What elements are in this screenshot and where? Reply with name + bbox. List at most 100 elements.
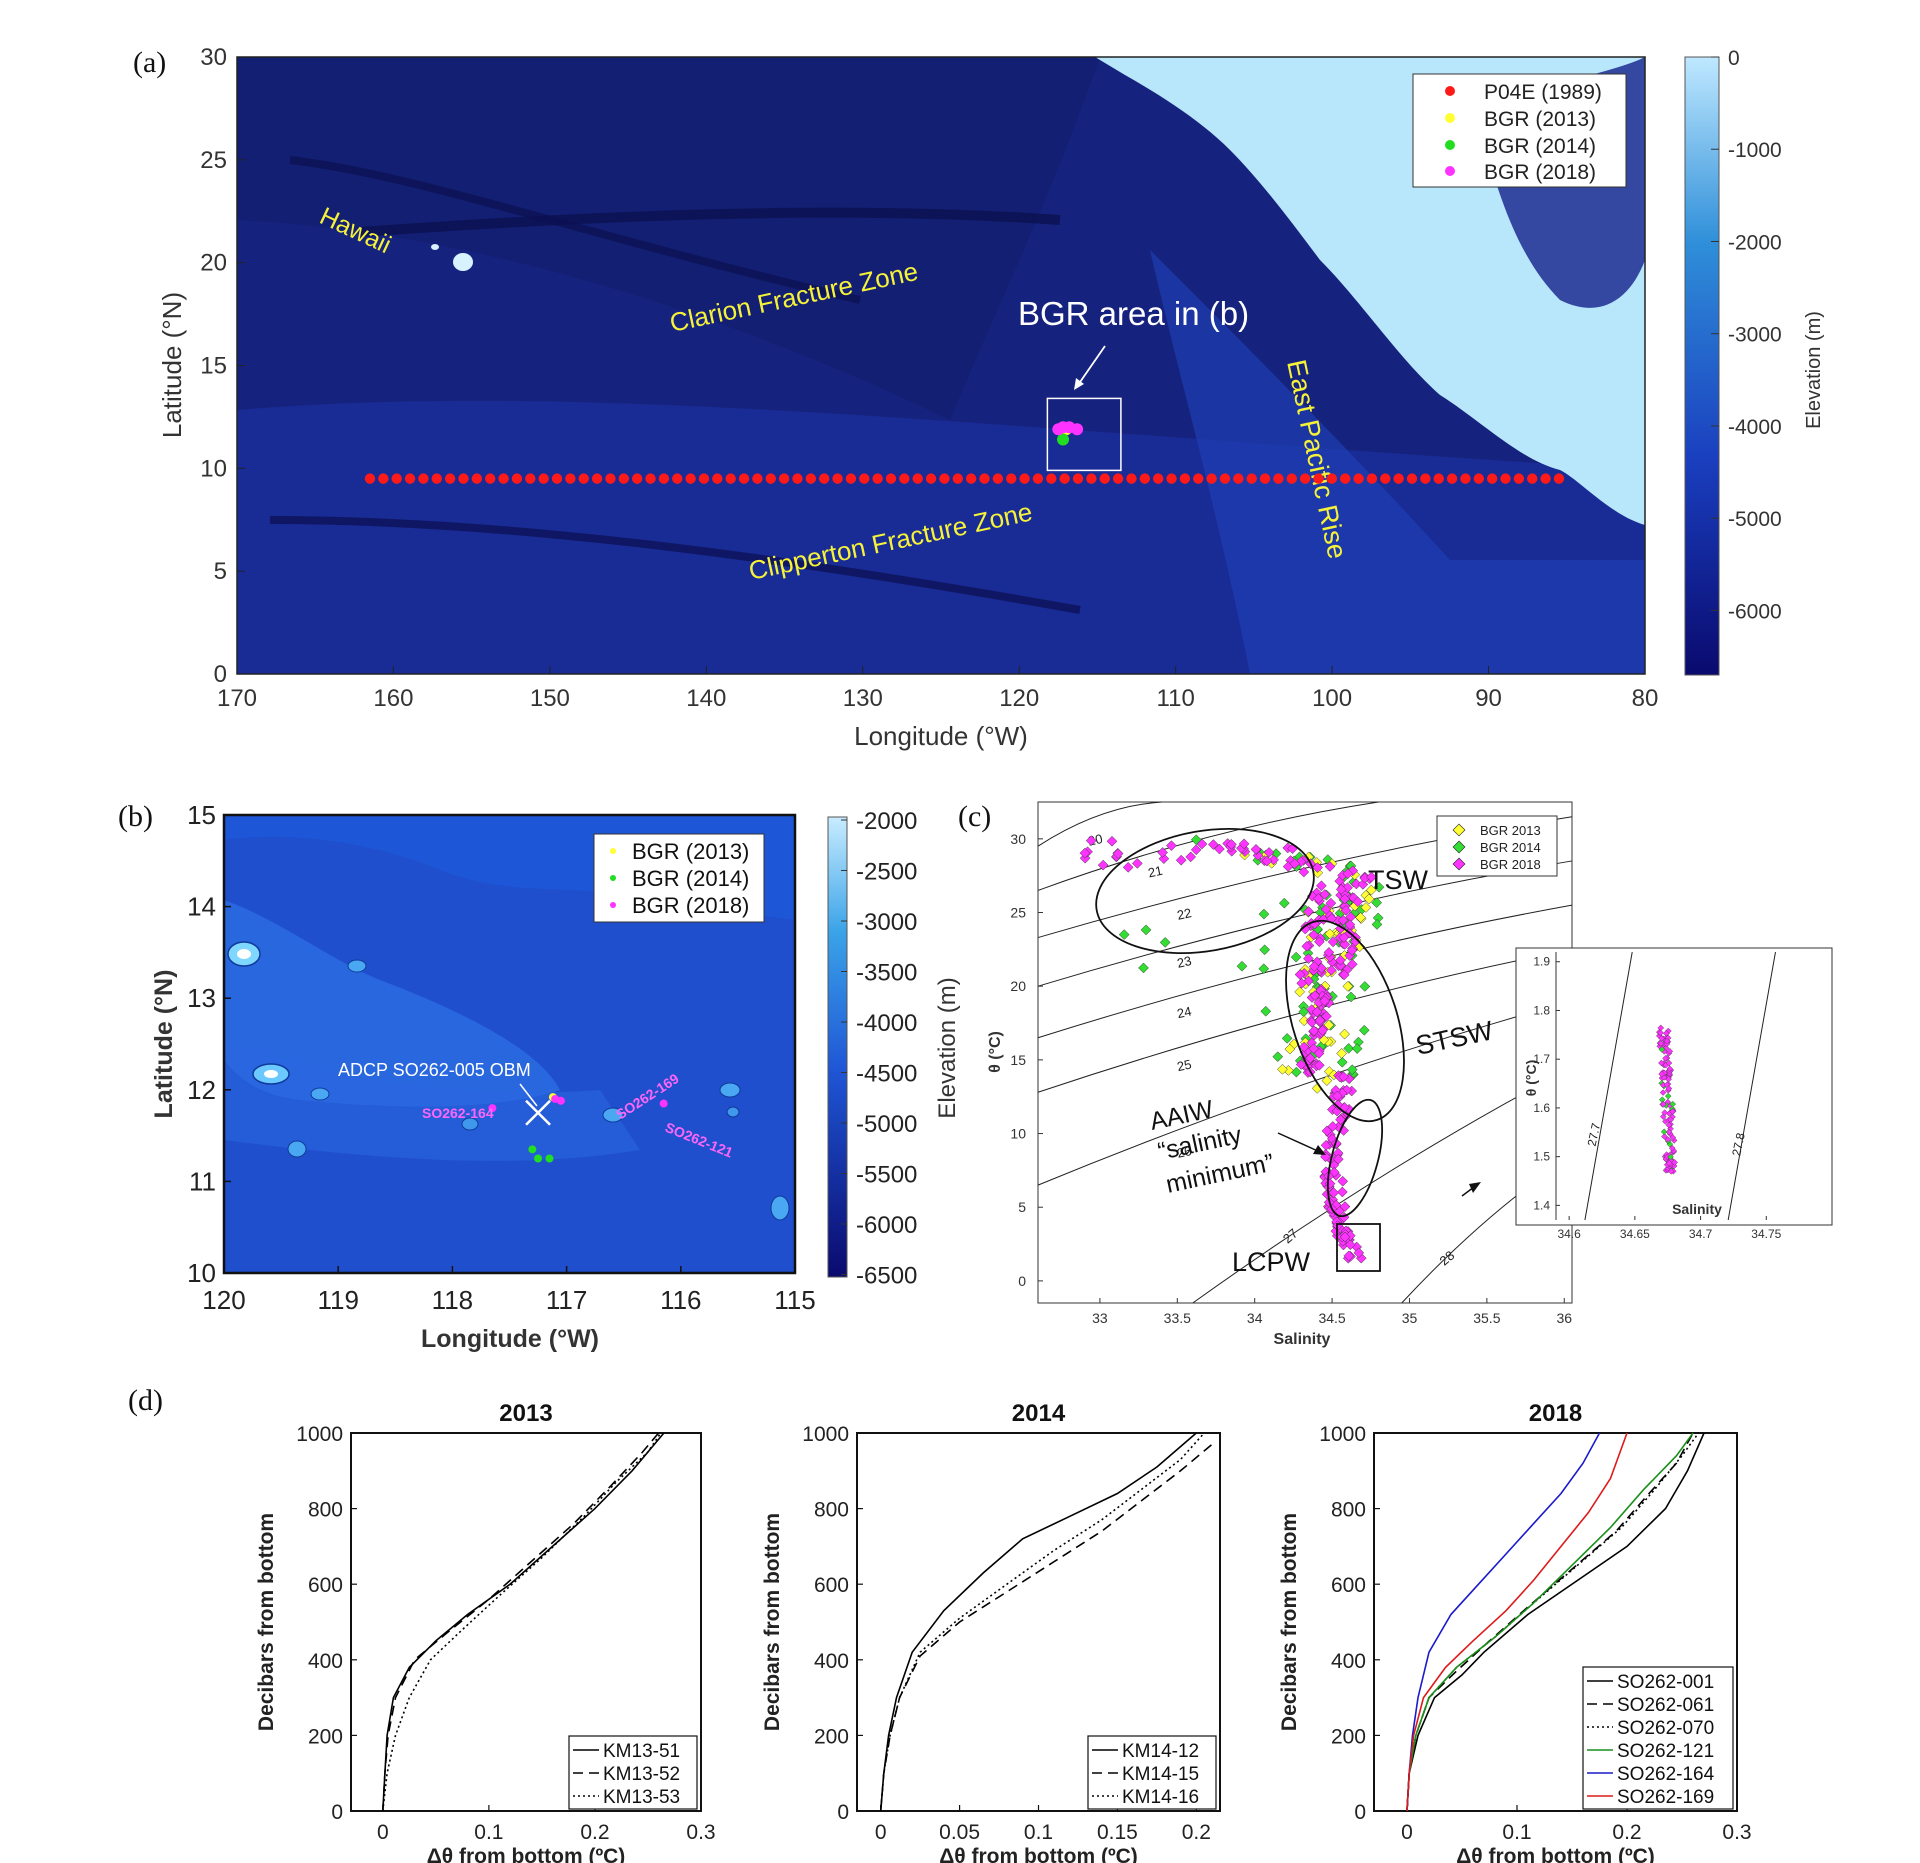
ts-point-2018 (1319, 995, 1330, 1007)
hawaii-ridge-line (289, 156, 861, 304)
p04e-point (1086, 473, 1097, 484)
y-tick-label: 0 (1018, 1273, 1026, 1289)
p04e-point (672, 473, 683, 484)
x-tick-label: 33.5 (1164, 1310, 1191, 1326)
p04e-point (591, 473, 603, 484)
ts-c-xlabel: Salinity (1274, 1331, 1331, 1348)
ts-point-2018 (1335, 884, 1347, 895)
profile-xlabel: Δθ from bottom (ºC) (939, 1845, 1138, 1863)
ts-point-2014 (1118, 929, 1130, 940)
ts-point-2013 (1363, 893, 1375, 905)
x-tick-label: 33 (1092, 1310, 1108, 1326)
ts-point-2018 (1313, 1059, 1325, 1071)
ts-point-2013 (1360, 902, 1372, 913)
ts-point-2018 (1122, 861, 1134, 873)
bgr-point-BGR (2018) (659, 1099, 668, 1108)
profile-ylabel: Decibars from bottom (255, 1513, 278, 1731)
inset-point (1660, 1101, 1667, 1108)
colorbar-a-ticks: 0 -1000 -2000 -3000 -4000 -5000 -6000 (1711, 47, 1782, 623)
y-tick-label: 800 (1331, 1499, 1366, 1522)
ts-point-2018 (1301, 940, 1313, 952)
ts-point-2018 (1112, 848, 1124, 859)
p04e-point (1273, 473, 1284, 484)
ts-point-2018 (1306, 1004, 1318, 1015)
ts-point-2018 (1339, 939, 1351, 950)
profile-legend-box (1582, 1666, 1734, 1810)
profile-xlabel: Δθ from bottom (ºC) (427, 1845, 626, 1863)
legend-a-entry-2014: BGR (2014) (1484, 135, 1596, 158)
adcp-arrow (519, 1083, 538, 1107)
inset-arrowhead (1469, 1182, 1481, 1193)
ts-point-2018 (1341, 1084, 1353, 1096)
p04e-point (752, 473, 763, 484)
x-tick-label: 90 (1475, 685, 1502, 712)
legend-c-swatch-2018 (1452, 857, 1466, 871)
p04e-point (1166, 473, 1177, 484)
y-tick-label: 600 (308, 1574, 343, 1597)
ts-point-2018 (1335, 1114, 1346, 1126)
bgr-point-BGR (2018) (1071, 423, 1084, 436)
ts-point-2018 (1313, 893, 1324, 904)
ts-point-2018 (1312, 862, 1323, 873)
y-tick-label: 13 (187, 983, 216, 1013)
colorbar-tick-label: -2500 (856, 859, 917, 886)
ts-point-2014 (1278, 897, 1290, 909)
ts-point-2018 (1325, 897, 1337, 909)
ts-point-2013 (1324, 928, 1336, 940)
colorbar-a-label: Elevation (m) (1803, 311, 1825, 429)
p04e-point (1219, 473, 1231, 484)
x-tick-label: 0.15 (1097, 1821, 1138, 1844)
p04e-point (912, 473, 923, 484)
inset-point (1660, 1128, 1668, 1136)
profile-line-KM14-15 (879, 1443, 1213, 1812)
inset-x-tick-label: 34.65 (1620, 1227, 1650, 1241)
inset-point (1658, 1059, 1665, 1067)
ts-point-2018 (1166, 840, 1177, 852)
ts-point-2018 (1308, 1043, 1320, 1054)
ts-point-2014 (1159, 937, 1171, 948)
p04e-point (698, 473, 710, 484)
x-tick-label: 0.2 (1612, 1821, 1641, 1844)
inset-point (1665, 1085, 1673, 1092)
ts-panel-c: 202122232425262728 TSW STSW AAIW “salini… (987, 801, 1833, 1348)
profile-legend-entry: SO262-061 (1617, 1695, 1714, 1716)
x-tick-label: 0.3 (1722, 1821, 1751, 1844)
ts-point-2018 (1321, 1010, 1332, 1022)
ts-point-2018 (1294, 969, 1306, 980)
seamount (719, 1082, 741, 1098)
p04e-point (458, 473, 469, 484)
profile-chart-2014: 2014 0 0.05 0.1 0.15 0.2 0 200 400 600 800 1000 Δθ f… (761, 1400, 1221, 1863)
p04e-point (1540, 473, 1551, 484)
ts-point-2013 (1342, 980, 1354, 992)
bgr-area-arrowhead (1074, 378, 1084, 390)
profile-legend-entry: SO262-121 (1617, 1741, 1714, 1762)
ts-point-2018 (1326, 964, 1337, 976)
bgr-point-BGR (2014) (534, 1154, 543, 1163)
x-tick-label: 34.5 (1318, 1310, 1345, 1326)
seamount (310, 1087, 330, 1101)
seamounts (227, 941, 790, 1221)
map-a-ylabel: Latitude (°N) (157, 292, 187, 438)
ts-point-2018 (1346, 945, 1358, 956)
p04e-point (738, 473, 750, 484)
ts-point-2014 (1371, 897, 1382, 909)
ts-point-2018 (1308, 929, 1320, 941)
seamount (726, 1106, 740, 1118)
x-tick-label: 0.2 (580, 1821, 609, 1844)
p04e-point (538, 473, 549, 484)
colorbar-tick-label: -5500 (856, 1162, 917, 1189)
ts-point-2018 (1158, 853, 1170, 865)
p04e-point (765, 473, 776, 484)
p04e-point (1006, 473, 1017, 484)
profile-line-KM14-16 (879, 1432, 1205, 1812)
x-tick-label: 35.5 (1473, 1310, 1500, 1326)
ts-point-2018 (1350, 878, 1362, 890)
legend-a-swatch-p04e (1445, 86, 1455, 96)
ts-point-2014 (1346, 1064, 1358, 1076)
inset-point (1666, 1048, 1674, 1055)
p04e-point (1112, 473, 1124, 484)
x-tick-label: 0 (1401, 1821, 1413, 1844)
ts-point-2014 (1351, 1043, 1363, 1054)
inset-point (1669, 1134, 1677, 1141)
panel-label-c: (c) (958, 800, 991, 833)
